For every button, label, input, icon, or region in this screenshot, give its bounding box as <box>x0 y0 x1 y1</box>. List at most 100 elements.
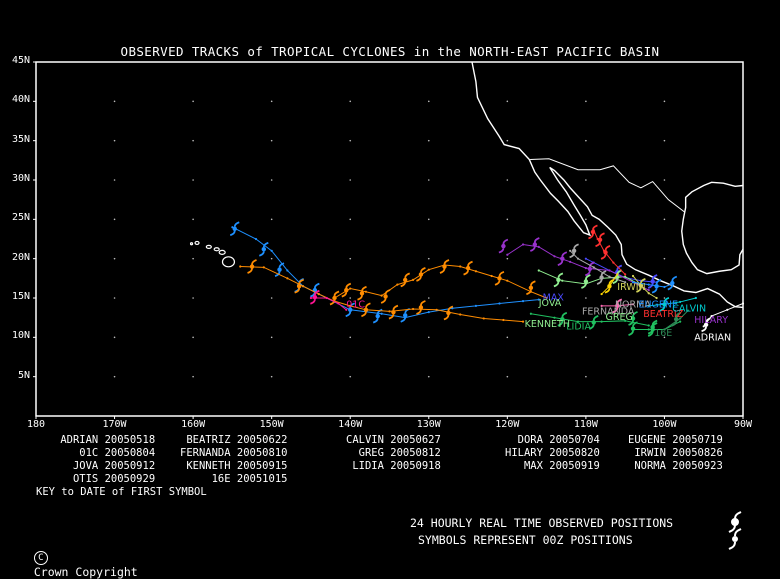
track-point <box>576 320 580 323</box>
track-point <box>349 287 352 290</box>
grid-dot <box>192 375 194 378</box>
grid-dot <box>349 375 352 378</box>
track-point <box>679 300 682 304</box>
grid-dot <box>113 375 116 378</box>
hawaiian-island <box>205 244 212 249</box>
key-entry: JOVA 20050912 <box>54 460 156 472</box>
grid-dot <box>506 336 509 339</box>
track-point <box>262 266 265 269</box>
lon-label: 110W <box>573 419 598 430</box>
track-point <box>694 296 697 300</box>
track-line <box>703 303 744 327</box>
track-point <box>592 266 595 269</box>
track-point <box>616 273 619 276</box>
cyclone-symbol <box>310 289 320 305</box>
cyclone-symbol <box>274 262 285 278</box>
grid-dot <box>663 179 666 181</box>
cyclone-symbol <box>647 322 658 337</box>
grid-dot <box>585 336 587 339</box>
cyclone-symbol <box>372 308 383 324</box>
track-point <box>679 320 682 323</box>
track-point <box>482 317 485 320</box>
track-point <box>553 255 556 258</box>
track-point <box>435 308 438 311</box>
track-point <box>647 304 650 307</box>
track-point <box>521 300 525 303</box>
track-point <box>317 292 320 296</box>
storm-label: BEATRIZ <box>643 309 683 320</box>
lat-label: 40N <box>11 94 30 106</box>
track-point <box>647 289 650 292</box>
lon-label: 100W <box>652 419 677 430</box>
track-point <box>608 275 611 278</box>
grid-dot <box>192 100 194 103</box>
track-point <box>364 290 368 293</box>
cyclone-symbol <box>361 302 371 318</box>
lat-label: 15N <box>11 291 30 302</box>
storm-label: IRWIN <box>617 282 645 293</box>
map-frame <box>35 61 744 417</box>
track-point <box>631 303 635 306</box>
cyclone-symbol <box>341 282 352 298</box>
track-point <box>521 320 525 323</box>
cyclone-symbol <box>229 221 240 237</box>
track-point <box>498 302 501 305</box>
key-entry: LIDIA 20050918 <box>346 460 441 472</box>
cyclone-symbol <box>647 274 658 289</box>
legend-line-1: 24 HOURLY REAL TIME OBSERVED POSITIONS <box>410 516 674 530</box>
grid-dot <box>113 297 116 299</box>
track-line <box>310 297 347 311</box>
grid-dot <box>427 179 430 181</box>
cyclone-symbol <box>259 241 269 257</box>
track-point <box>710 314 713 318</box>
track-point <box>459 265 462 268</box>
track-point <box>529 312 533 315</box>
cyclone-symbol <box>585 261 595 277</box>
grid-dot <box>506 100 509 103</box>
cyclone-symbol <box>659 296 670 312</box>
track-point <box>411 278 415 282</box>
storm-label: NORMA <box>615 299 651 310</box>
track-point <box>600 304 603 307</box>
cyclone-symbol <box>498 238 509 254</box>
grid-dot <box>427 100 430 103</box>
lat-label: 25N <box>11 212 30 224</box>
track-point <box>537 245 540 248</box>
track-point <box>270 249 273 252</box>
lon-label: 130W <box>416 419 441 430</box>
grid-dot <box>506 375 509 378</box>
grid-dot <box>585 179 587 181</box>
track-point <box>388 310 391 313</box>
track-point <box>741 302 745 305</box>
storm-label: LIDIA <box>566 321 591 332</box>
track-line <box>648 297 696 307</box>
grid-dot <box>349 297 352 299</box>
track-point <box>490 274 493 278</box>
cyclone-symbol <box>443 305 454 321</box>
track-point <box>380 312 383 315</box>
grid-dot <box>349 336 352 339</box>
track-point <box>537 298 540 301</box>
hawaiian-island <box>189 242 194 246</box>
cyclone-symbol <box>380 289 391 304</box>
track-point <box>474 304 478 307</box>
track-point <box>380 294 383 297</box>
track-point <box>624 275 627 278</box>
lon-label: 120W <box>495 419 520 430</box>
grid-dot <box>663 375 666 378</box>
hawaiian-island <box>218 249 226 255</box>
grid-dot <box>506 297 509 299</box>
key-entry: BEATRIZ 20050622 <box>180 434 288 446</box>
key-entry: DORA 20050704 <box>505 434 600 446</box>
grid-dot <box>270 179 273 181</box>
track-point <box>655 296 658 300</box>
track-point <box>506 253 509 256</box>
track-point <box>337 302 340 305</box>
cyclone-symbol <box>416 267 426 282</box>
key-entry: MAX 20050919 <box>505 460 600 472</box>
grid-dot <box>192 297 194 299</box>
lon-label: 180 <box>26 419 46 430</box>
track-point <box>612 261 615 264</box>
storm-label: MAX <box>543 292 565 303</box>
grid-dot <box>270 257 273 260</box>
